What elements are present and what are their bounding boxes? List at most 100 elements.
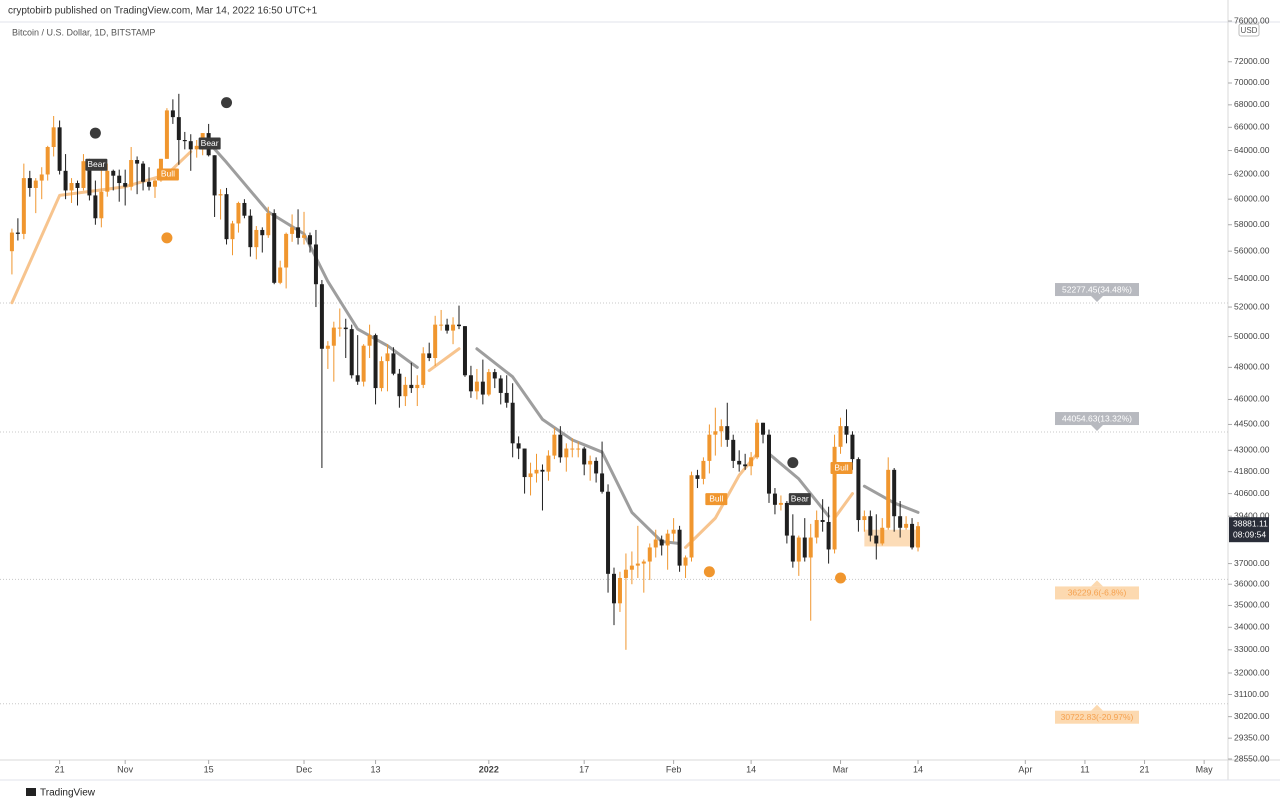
trend-line (833, 492, 854, 520)
candle-body (337, 327, 342, 329)
candle-body (701, 460, 706, 479)
level-box (1055, 283, 1139, 297)
y-tick-label: 50000.00 (1234, 331, 1270, 341)
footer-brand: TradingView (40, 788, 96, 799)
candle-body (379, 361, 384, 389)
candle-body (784, 502, 789, 536)
candle-body (248, 215, 253, 248)
x-tick-label: Dec (296, 764, 313, 774)
annotation-box (156, 168, 179, 181)
candle-body (349, 329, 354, 376)
last-price: 38881.11 (1233, 518, 1268, 528)
candle-body (421, 353, 426, 385)
candle-body (182, 140, 187, 142)
candle-body (898, 516, 903, 528)
y-tick-label: 44500.00 (1234, 419, 1270, 429)
y-tick-label: 66000.00 (1234, 122, 1270, 132)
candle-body (635, 563, 640, 566)
candle-body (135, 160, 140, 164)
signal-dot (703, 566, 715, 578)
candle-body (129, 160, 134, 187)
candle-body (81, 161, 86, 188)
candle-body (534, 469, 539, 474)
y-tick-label: 56000.00 (1234, 245, 1270, 255)
candle-body (45, 147, 50, 175)
candle-body (862, 516, 867, 521)
candle-body (671, 529, 676, 534)
x-tick-label: 14 (746, 764, 756, 774)
y-tick-label: 64000.00 (1234, 145, 1270, 155)
candle-body (570, 448, 575, 450)
x-tick-label: Apr (1018, 764, 1032, 774)
candle-body (325, 345, 330, 349)
x-tick-label: 13 (371, 764, 381, 774)
annotation-label: Bear (791, 493, 809, 503)
candle-body (224, 194, 229, 240)
candle-body (850, 434, 855, 460)
candle-body (164, 110, 169, 159)
candle-body (498, 378, 503, 393)
candle-body (385, 353, 390, 362)
level-box (1055, 710, 1139, 724)
signal-dot (161, 232, 173, 244)
candle-body (170, 110, 175, 118)
candle-body (123, 183, 128, 187)
candle-body (278, 267, 283, 283)
x-tick-label: 21 (1140, 764, 1150, 774)
y-tick-label: 37000.00 (1234, 558, 1270, 568)
candle-body (522, 448, 527, 478)
candle-body (439, 324, 444, 326)
candle-body (647, 547, 652, 562)
candle-body (403, 384, 408, 397)
candle-body (39, 174, 44, 181)
candle-body (63, 170, 68, 191)
candle-body (462, 326, 467, 376)
candle-body (468, 375, 473, 392)
level-box (1055, 586, 1139, 600)
candle-body (677, 529, 682, 566)
x-tick-label: 11 (1080, 764, 1089, 774)
candle-body (904, 523, 909, 528)
y-tick-label: 68000.00 (1234, 99, 1270, 109)
x-tick-label: Feb (666, 764, 682, 774)
candle-body (516, 443, 521, 449)
y-tick-label: 54000.00 (1234, 273, 1270, 283)
candle-body (254, 229, 259, 248)
candle-body (373, 335, 378, 389)
candle-body (617, 577, 622, 604)
candle-body (194, 145, 199, 150)
level-pointer (1091, 425, 1103, 432)
candle-body (594, 460, 599, 474)
candle-body (361, 345, 366, 382)
candle-body (433, 324, 438, 359)
y-tick-label: 31100.00 (1234, 689, 1269, 699)
publisher: cryptobirb published on TradingView.com,… (8, 6, 318, 17)
candle-body (755, 422, 760, 458)
candle-body (21, 178, 26, 234)
candle-body (445, 324, 450, 331)
candle-body (808, 537, 813, 558)
y-tick-label: 62000.00 (1234, 169, 1270, 179)
candle-body (242, 202, 247, 216)
candle-body (9, 232, 14, 252)
candle-body (564, 448, 569, 458)
candle-body (492, 372, 497, 379)
candle-body (236, 202, 241, 224)
candle-body (886, 469, 891, 528)
annotation-label: Bear (201, 138, 219, 148)
candle-body (415, 384, 420, 389)
candle-body (802, 537, 807, 558)
x-tick-label: May (1196, 764, 1214, 774)
y-tick-label: 58000.00 (1234, 219, 1270, 229)
candle-body (629, 565, 634, 570)
candle-body (117, 175, 122, 184)
y-tick-label: 70000.00 (1234, 77, 1270, 87)
candle-body (814, 520, 819, 538)
candle-body (176, 117, 181, 141)
annotation-label: Bear (87, 159, 105, 169)
candle-body (790, 535, 795, 562)
candle-body (826, 521, 831, 550)
candle-body (844, 426, 849, 435)
level-pointer (1091, 296, 1103, 303)
